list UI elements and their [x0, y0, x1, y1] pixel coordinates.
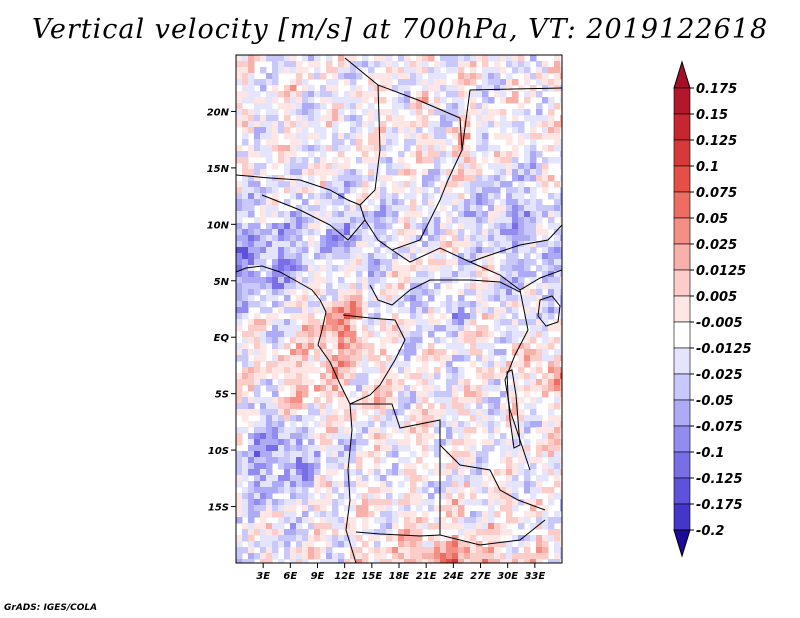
- lat-tick-label: 15S: [208, 503, 229, 514]
- lon-tick-label: 21E: [416, 571, 437, 582]
- grads-credit: GrADS: IGES/COLA: [4, 603, 98, 613]
- velocity-field: [236, 55, 562, 563]
- lake-victoria: [537, 295, 561, 327]
- colorbar-label: 0.125: [696, 134, 737, 149]
- colorbar-swatch: [673, 217, 691, 245]
- colorbar-swatch: [673, 139, 691, 167]
- colorbar-swatch: [673, 425, 691, 453]
- lat-tick-label: EQ: [214, 333, 230, 344]
- border-niger-chad: [359, 84, 463, 251]
- country-borders: [236, 57, 562, 563]
- border-angola-namibia: [355, 531, 441, 537]
- lat-tick-label: 5S: [215, 390, 229, 401]
- lat-tick-label: 5N: [214, 277, 230, 288]
- colorbar-label: 0.005: [696, 290, 737, 305]
- lat-tick-label: 20N: [207, 107, 230, 118]
- border-nigeria: [261, 194, 366, 241]
- colorbar-label: -0.125: [696, 472, 743, 487]
- colorbar-swatch: [673, 399, 691, 427]
- lon-tick-label: 15E: [361, 571, 382, 582]
- colorbar-swatch: [673, 451, 691, 479]
- colorbar-swatch: [673, 165, 691, 193]
- colorbar-label: -0.175: [696, 498, 743, 513]
- lon-tick-label: 30E: [497, 571, 518, 582]
- colorbar-swatch: [673, 373, 691, 401]
- colorbar-label: 0.0125: [696, 264, 746, 279]
- lon-tick-label: 12E: [334, 571, 355, 582]
- colorbar-label: -0.0125: [696, 342, 752, 357]
- border-drc-angola: [350, 403, 546, 511]
- colorbar-label: 0.025: [696, 238, 737, 253]
- colorbar-label: -0.05: [696, 394, 733, 409]
- colorbar-label: 0.175: [696, 82, 737, 97]
- colorbar: 0.175 0.15 0.125 0.1 0.075 0.05 0.025 0.0125 0.0…: [673, 60, 752, 558]
- lon-tick-label: 18E: [389, 571, 410, 582]
- colorbar-swatch: [673, 295, 691, 323]
- border-sudan-chad: [461, 87, 562, 151]
- lon-tick-label: 9E: [311, 571, 325, 582]
- colorbar-label: 0.15: [696, 108, 728, 123]
- coastline-west-africa: [236, 265, 357, 563]
- border-cameroon-car: [369, 279, 521, 306]
- colorbar-label: -0.075: [696, 420, 743, 435]
- colorbar-swatch: [673, 191, 691, 219]
- colorbar-swatch: [673, 321, 691, 349]
- colorbar-bottom-triangle: [673, 529, 691, 558]
- colorbar-swatch: [673, 113, 691, 141]
- lon-tick-label: 3E: [256, 571, 270, 582]
- colorbar-swatch: [673, 477, 691, 505]
- lat-tick-label: 10N: [207, 220, 230, 231]
- lon-tick-label: 24E: [443, 571, 464, 582]
- lon-tick-label: 27E: [470, 571, 491, 582]
- longitude-axis: 3E 6E 9E 12E 15E 18E 21E 24E 27E 30E 33E: [256, 563, 545, 582]
- colorbar-label: 0.1: [696, 160, 719, 175]
- colorbar-swatch: [673, 503, 691, 531]
- border-congo: [342, 314, 406, 405]
- latitude-axis: 20N 15N 10N 5N EQ 5S 10S 15S: [207, 107, 236, 514]
- border-car: [391, 247, 562, 291]
- colorbar-label: 0.05: [696, 212, 728, 227]
- border-sudan-south: [469, 224, 562, 263]
- colorbar-label: -0.005: [696, 316, 743, 331]
- colorbar-label: -0.1: [696, 446, 724, 461]
- colorbar-top-triangle: [673, 60, 691, 89]
- colorbar-swatch: [673, 269, 691, 297]
- border-mali-niger: [236, 57, 381, 206]
- lake-tanganyika: [506, 369, 521, 449]
- lon-tick-label: 33E: [524, 571, 545, 582]
- colorbar-label: -0.025: [696, 368, 743, 383]
- map-title: Vertical velocity [m/s] at 700hPa, VT: 2…: [31, 14, 769, 45]
- colorbar-swatch: [673, 87, 691, 115]
- colorbar-swatch: [673, 347, 691, 375]
- lat-tick-label: 10S: [208, 446, 229, 457]
- lon-tick-label: 6E: [283, 571, 297, 582]
- colorbar-label: -0.2: [696, 524, 724, 539]
- border-angola-zambia: [439, 445, 546, 546]
- lat-tick-label: 15N: [207, 164, 230, 175]
- colorbar-label: 0.075: [696, 186, 737, 201]
- colorbar-swatch: [673, 243, 691, 271]
